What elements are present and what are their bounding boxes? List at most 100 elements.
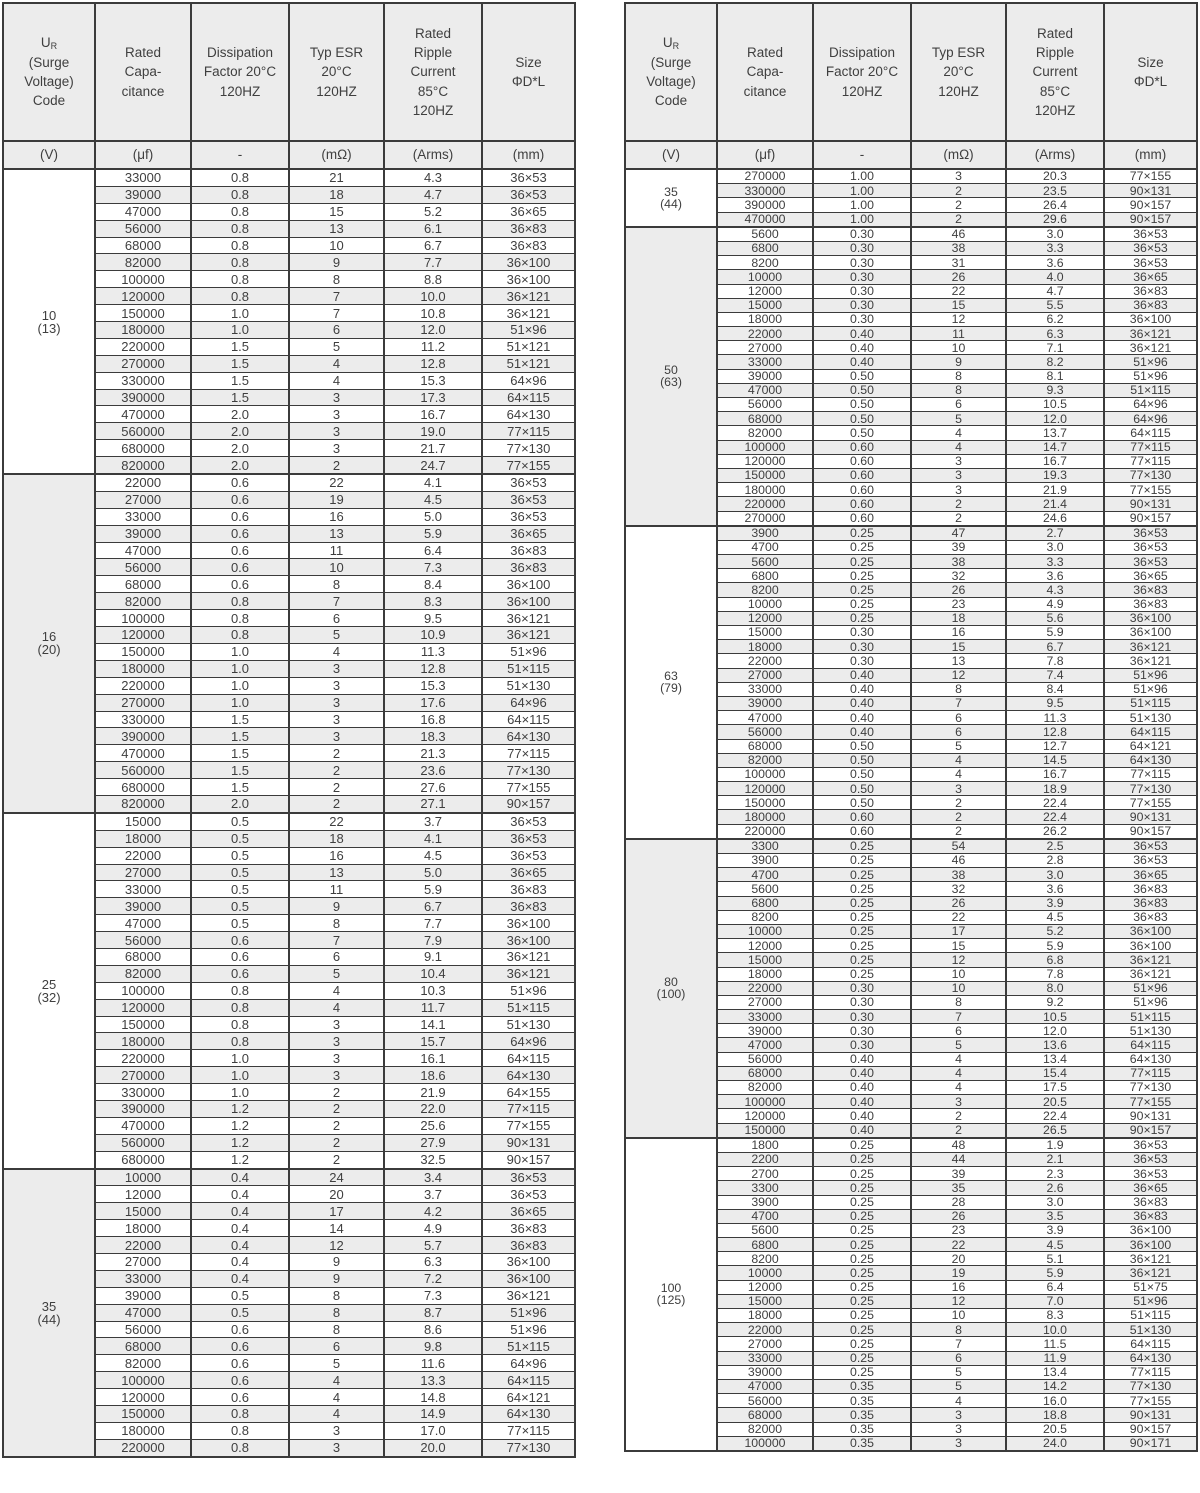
voltage-group-cell: 25 (32) (2, 811, 96, 1170)
cell-ripple: 12.0 (1005, 1023, 1105, 1039)
cell-capacitance: 150000 (94, 1405, 192, 1423)
cell-ripple: 3.0 (1005, 1194, 1105, 1210)
cell-size: 64×155 (481, 1083, 576, 1101)
cell-ripple: 11.3 (383, 642, 483, 661)
cell-capacitance: 22000 (716, 653, 814, 669)
cell-ripple: 5.9 (383, 524, 483, 543)
cell-ripple: 16.8 (383, 710, 483, 729)
cell-capacitance: 100000 (716, 766, 814, 783)
cell-ripple: 6.4 (383, 541, 483, 560)
cell-ripple: 16.7 (1005, 766, 1105, 783)
cell-esr: 10 (910, 340, 1007, 356)
cell-capacitance: 270000 (716, 510, 814, 527)
cell-capacitance: 680000 (94, 778, 192, 796)
cell-size: 51×96 (481, 1303, 576, 1322)
cell-capacitance: 33000 (716, 1350, 814, 1366)
cell-size: 64×130 (1103, 752, 1198, 768)
cell-size: 36×83 (481, 541, 576, 560)
table-row: 10000 0.25 19 5.9 36×121 (625, 1265, 1198, 1281)
cell-capacitance: 820000 (94, 456, 192, 475)
cell-capacitance: 390000 (94, 727, 192, 746)
cell-esr: 9 (288, 253, 385, 272)
surge-voltage: (32) (37, 989, 61, 1005)
cell-esr: 3 (288, 727, 385, 746)
cell-ripple: 9.3 (1005, 382, 1105, 399)
col-header-capacitance: Rated Capa-citance (716, 2, 814, 142)
cell-capacitance: 10000 (716, 596, 814, 612)
cell-capacitance: 180000 (94, 659, 192, 678)
cell-ripple: 7.9 (383, 931, 483, 949)
cell-ripple: 6.2 (1005, 311, 1105, 328)
cell-capacitance: 18000 (716, 639, 814, 655)
cell-dissipation: 1.0 (190, 1083, 290, 1101)
cell-size: 51×115 (1103, 695, 1198, 712)
cell-size: 64×96 (481, 1354, 576, 1373)
table-row: 56000 0.8 13 6.1 36×83 (3, 219, 576, 238)
cell-ripple: 8.4 (383, 575, 483, 594)
cell-size: 36×121 (1103, 952, 1198, 968)
cell-esr: 3 (288, 422, 385, 441)
table-row: 18000 0.30 15 6.7 36×121 (625, 639, 1198, 655)
table-row: 270000 1.5 4 12.8 51×121 (3, 354, 576, 373)
table-row: 680000 1.2 2 32.5 90×157 (3, 1150, 576, 1170)
table-row: 56000 0.35 4 16.0 77×155 (625, 1393, 1198, 1409)
table-row: 68000 0.6 8 8.4 36×100 (3, 575, 576, 594)
cell-esr: 23 (910, 596, 1007, 612)
cell-size: 36×121 (1103, 340, 1198, 356)
cell-dissipation: 0.8 (190, 236, 290, 255)
cell-capacitance: 33000 (716, 354, 814, 370)
cell-esr: 15 (910, 297, 1007, 313)
table-row: 220000 0.8 3 20.0 77×130 (3, 1438, 576, 1458)
cell-esr: 4 (910, 1051, 1007, 1067)
cell-ripple: 10.9 (383, 626, 483, 644)
cell-esr: 26 (910, 269, 1007, 285)
cell-ripple: 2.8 (1005, 852, 1105, 869)
cell-ripple: 10.5 (1005, 396, 1105, 413)
cell-dissipation: 0.25 (812, 1350, 912, 1366)
cell-size: 36×65 (481, 524, 576, 543)
cell-esr: 44 (910, 1151, 1007, 1168)
cell-ripple: 6.7 (383, 236, 483, 255)
cell-dissipation: 0.8 (190, 998, 290, 1017)
table-row: 15000 0.25 12 7.0 51×96 (625, 1293, 1198, 1310)
cell-size: 51×130 (1103, 1023, 1198, 1039)
cell-ripple: 8.0 (1005, 980, 1105, 996)
cell-size: 36×65 (1103, 269, 1198, 285)
cell-capacitance: 82000 (94, 253, 192, 272)
cell-dissipation: 0.6 (190, 931, 290, 949)
cell-capacitance: 12000 (716, 1279, 814, 1295)
cell-dissipation: 1.0 (190, 659, 290, 678)
table-row: 63 (79) 3900 0.25 47 2.7 36×53 (624, 524, 1198, 840)
cell-size: 36×53 (481, 1167, 576, 1187)
cell-capacitance: 82000 (716, 1079, 814, 1096)
cell-ripple: 9.8 (383, 1337, 483, 1356)
cell-capacitance: 3300 (716, 837, 814, 854)
cell-ripple: 18.3 (383, 727, 483, 746)
cell-ripple: 14.1 (383, 1015, 483, 1034)
cell-capacitance: 47000 (94, 541, 192, 560)
cell-capacitance: 6800 (716, 1237, 814, 1253)
table-row: 22000 0.5 16 4.5 36×53 (3, 846, 576, 865)
cell-dissipation: 0.8 (190, 1032, 290, 1051)
voltage-code: 25 (41, 976, 57, 992)
col-header-line: (Surge (28, 55, 70, 71)
table-row: 180000 0.60 3 21.9 77×155 (625, 482, 1198, 498)
table-row: 47000 0.6 11 6.4 36×83 (3, 541, 576, 560)
cell-esr: 2 (288, 794, 385, 814)
cell-ripple: 5.9 (1005, 624, 1105, 641)
cell-esr: 6 (288, 321, 385, 339)
cell-capacitance: 15000 (94, 811, 192, 831)
table-row: 4700 0.25 26 3.5 36×83 (625, 1208, 1198, 1224)
cell-esr: 3 (288, 693, 385, 712)
cell-ripple: 8.6 (383, 1320, 483, 1339)
cell-ripple: 4.1 (383, 473, 483, 492)
cell-ripple: 13.3 (383, 1371, 483, 1390)
cell-ripple: 14.9 (383, 1405, 483, 1423)
cell-capacitance: 22000 (94, 846, 192, 865)
cell-size: 36×53 (1103, 1136, 1198, 1153)
cell-capacitance: 10000 (716, 1265, 814, 1281)
cell-dissipation: 0.60 (812, 453, 912, 469)
cell-capacitance: 150000 (716, 1122, 814, 1139)
cell-esr: 32 (910, 568, 1007, 584)
col-header-line: Rated (746, 45, 784, 61)
